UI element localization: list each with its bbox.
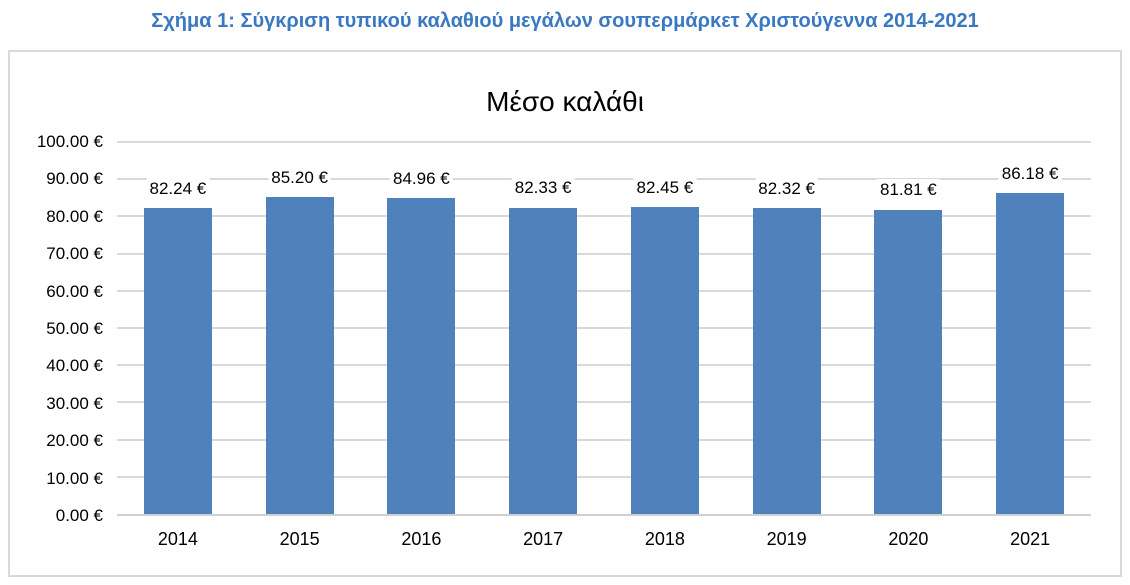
y-axis-tick-label: 90.00 €	[46, 169, 103, 189]
gridline	[117, 401, 1091, 404]
bar-cell: 84.96 €	[361, 142, 483, 514]
bar-value-label: 82.24 €	[146, 177, 210, 200]
gridline	[117, 364, 1091, 367]
x-axis: 2014 2015 2016 2017 2018 2019 2020 2021	[117, 516, 1091, 562]
y-axis-tick-label: 50.00 €	[46, 319, 103, 338]
bar-cell: 86.18 €	[969, 142, 1091, 514]
figure-caption: Σχήμα 1: Σύγκριση τυπικού καλαθιού μεγάλ…	[151, 10, 979, 32]
bar-value-label: 81.81 €	[877, 179, 940, 201]
chart-container: Μέσο καλάθι 0.00 € 10.00 € 20.00 € 30.00 € 4…	[8, 50, 1122, 577]
gridline	[117, 475, 1091, 478]
bar-value-label: 82.33 €	[511, 177, 575, 199]
bar	[752, 207, 821, 514]
gridline	[117, 178, 1091, 181]
x-axis-tick-label: 2021	[1010, 528, 1051, 549]
bar	[265, 197, 334, 514]
x-axis-tick-label: 2019	[766, 528, 807, 549]
x-axis-tick-label: 2014	[157, 528, 198, 549]
bar-value-label: 82.45 €	[633, 177, 697, 199]
x-axis-tick-label: 2020	[888, 528, 929, 549]
y-axis-tick-label: 40.00 €	[46, 356, 103, 376]
y-axis-tick-label: 0.00 €	[55, 506, 103, 525]
bar	[996, 193, 1065, 514]
bar-cell: 82.24 €	[117, 142, 239, 514]
bar	[143, 208, 212, 514]
x-axis-tick-label: 2017	[523, 528, 564, 549]
gridline	[117, 438, 1091, 441]
bar	[874, 209, 943, 514]
gridline	[117, 215, 1091, 218]
bar-value-label: 85.20 €	[268, 166, 331, 189]
bar-cell: 82.32 €	[726, 142, 848, 514]
bar-cell: 81.81 €	[848, 142, 970, 514]
gridline	[117, 289, 1091, 292]
chart-title: Μέσο καλάθι	[486, 86, 644, 117]
y-axis-tick-label: 10.00 €	[46, 468, 103, 488]
gridline	[117, 252, 1091, 255]
y-axis: 0.00 € 10.00 € 20.00 € 30.00 € 40.00 € 50.00 …	[10, 132, 117, 525]
x-axis-tick-label: 2015	[279, 528, 320, 549]
gridline	[117, 327, 1091, 329]
gridline	[117, 141, 1091, 143]
bar-value-label: 84.96 €	[390, 167, 453, 189]
bar-value-label: 86.18 €	[998, 163, 1062, 185]
bar-cell: 85.20 €	[239, 142, 361, 514]
y-axis-tick-label: 30.00 €	[46, 393, 103, 413]
bar	[630, 207, 699, 514]
y-axis-tick-label: 100.00 €	[36, 132, 103, 151]
bar-cell: 82.45 €	[604, 142, 726, 514]
bar-cell: 82.33 €	[482, 142, 604, 514]
bar	[509, 207, 578, 514]
y-axis-tick-label: 20.00 €	[46, 431, 103, 451]
plot-area: 82.24 € 85.20 € 84.96 € 82.33 € 82.45 € 82.32…	[117, 141, 1091, 516]
x-axis-tick-label: 2016	[401, 528, 442, 549]
y-axis-tick-label: 70.00 €	[46, 244, 103, 264]
y-axis-tick-label: 60.00 €	[46, 281, 103, 301]
bar	[387, 197, 456, 514]
bar-value-label: 82.32 €	[755, 177, 818, 199]
y-axis-tick-label: 80.00 €	[46, 206, 103, 226]
x-axis-tick-label: 2018	[644, 528, 685, 549]
